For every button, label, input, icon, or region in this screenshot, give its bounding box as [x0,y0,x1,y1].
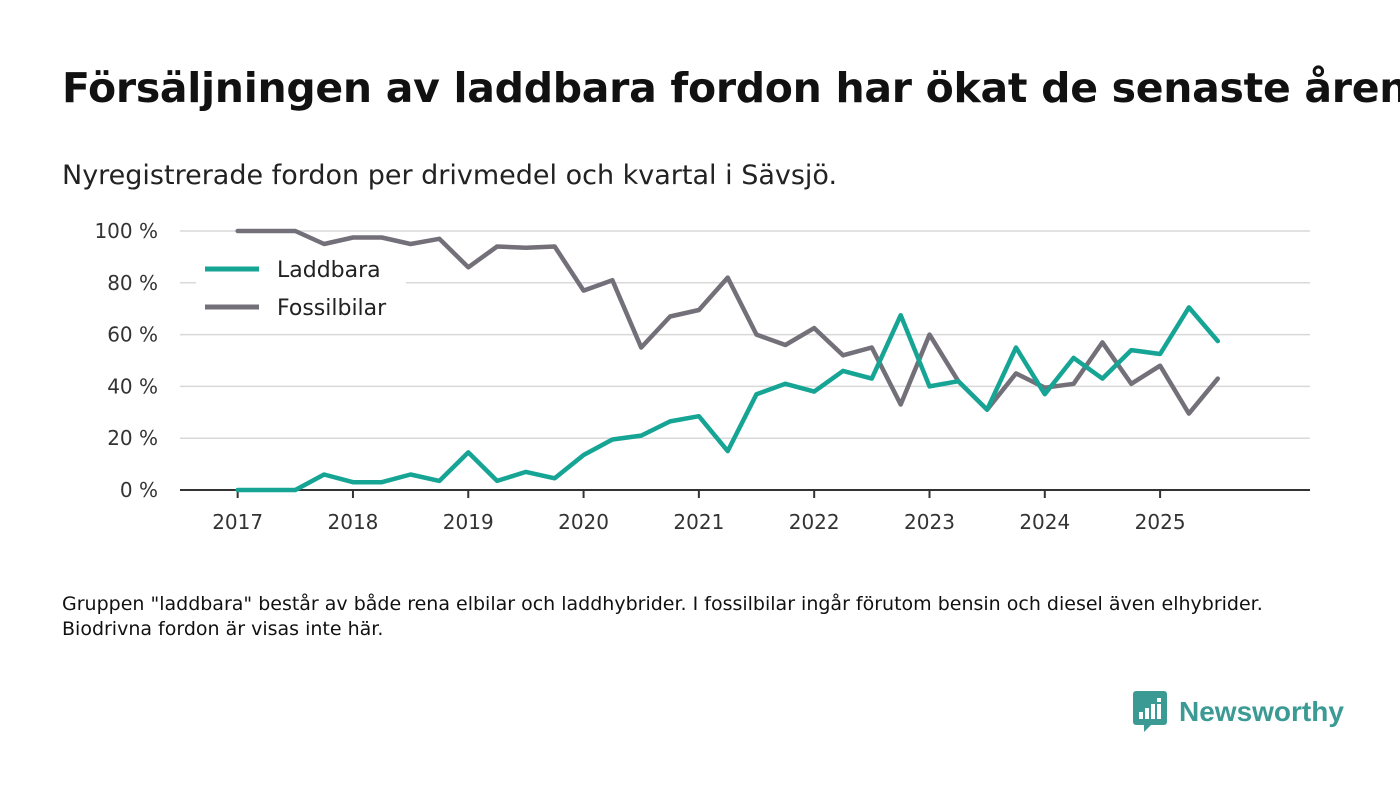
x-tick-label: 2018 [328,510,379,534]
y-tick-label: 40 % [107,374,158,398]
series-line-fossilbilar [235,228,1221,416]
series-lines [235,228,1221,493]
series-line-laddbara [235,305,1221,493]
y-tick-label: 0 % [120,478,158,502]
y-tick-label: 20 % [107,426,158,450]
legend-label: Laddbara [277,258,381,283]
x-axis-ticks: 2017 2018 2019 2020 2021 2022 2023 2024 2025 [212,490,1186,534]
brand-logo[interactable]: Newsworthy [1133,691,1344,733]
x-tick-label: 2025 [1135,510,1186,534]
x-tick-label: 2023 [904,510,955,534]
brand-name: Newsworthy [1179,696,1344,727]
y-tick-label: 80 % [107,271,158,295]
chart-subtitle: Nyregistrerade fordon per drivmedel och … [62,160,838,191]
y-axis-ticks: 0 % 20 % 40 % 60 % 80 % 100 % [94,219,158,502]
gridlines [180,230,1310,491]
y-tick-label: 100 % [94,219,158,243]
footnote: Gruppen "laddbara" består av både rena e… [62,593,1263,640]
newsworthy-logo-icon [1133,691,1167,732]
legend-label: Fossilbilar [277,296,387,321]
x-tick-label: 2019 [443,510,494,534]
x-tick-label: 2022 [789,510,840,534]
y-tick-label: 60 % [107,323,158,347]
x-tick-label: 2020 [558,510,609,534]
line-chart: 0 % 20 % 40 % 60 % 80 % 100 % 2017 2018 2019 202… [94,219,1310,534]
x-tick-label: 2024 [1019,510,1070,534]
chart-title: Försäljningen av laddbara fordon har öka… [62,64,1400,112]
x-tick-label: 2017 [212,510,263,534]
x-tick-label: 2021 [673,510,724,534]
legend-background [196,250,406,326]
legend: Laddbara Fossilbilar [196,250,406,326]
